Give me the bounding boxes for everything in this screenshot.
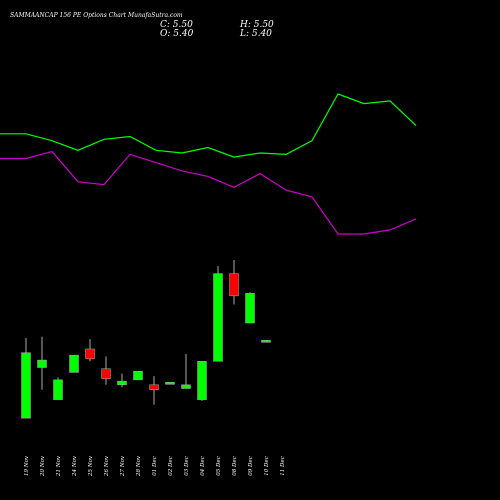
line-upper	[0, 93, 417, 158]
candle	[53, 377, 63, 400]
candle-body	[229, 273, 239, 297]
candle-body	[85, 348, 95, 360]
x-tick-label: 02 Dec	[168, 456, 174, 476]
x-tick-label: 26 Nov	[104, 455, 110, 477]
candle-body	[101, 368, 111, 379]
x-tick-label: 28 Nov	[136, 455, 142, 477]
candle-body	[117, 380, 127, 386]
candle-body	[69, 354, 79, 373]
x-tick-label: 20 Nov	[40, 455, 46, 477]
candle	[181, 353, 191, 389]
candle	[37, 336, 47, 390]
x-tick-label: 21 Nov	[56, 455, 62, 477]
candle-body	[181, 384, 191, 389]
x-tick-label: 19 Nov	[24, 455, 30, 476]
candle-body	[197, 361, 207, 400]
close-value: C: 5.50	[160, 20, 193, 30]
candles-group	[21, 260, 271, 419]
candle	[85, 339, 95, 362]
candle-body	[133, 370, 143, 381]
candle	[229, 260, 239, 305]
candle-body	[245, 293, 255, 324]
x-tick-label: 03 Dec	[184, 456, 190, 476]
high-value: H: 5.50	[239, 20, 274, 30]
x-tick-label: 25 Nov	[88, 455, 94, 477]
candle	[149, 376, 159, 405]
candle-body	[21, 352, 31, 419]
candle-body	[165, 382, 175, 385]
candle	[197, 361, 207, 401]
x-tick-label: 08 Dec	[232, 456, 238, 476]
candle	[165, 382, 175, 385]
candle-body	[261, 340, 271, 343]
x-tick-label: 11 Dec	[280, 456, 286, 476]
candle	[101, 356, 111, 385]
candle	[261, 340, 271, 343]
low-value: L: 5.40	[239, 29, 272, 39]
x-axis-ticks: 19 Nov 20 Nov 21 Nov 24 Nov 25 Nov 26 Nov 27 N…	[24, 455, 286, 477]
open-value: O: 5.40	[160, 29, 194, 39]
x-tick-label: 09 Dec	[248, 456, 254, 476]
candle	[133, 370, 143, 381]
x-tick-label: 01 Dec	[152, 456, 158, 476]
candle	[245, 292, 255, 324]
indicator-lines	[0, 93, 417, 235]
candle	[213, 266, 223, 362]
candle	[21, 337, 31, 419]
x-tick-label: 10 Dec	[264, 456, 270, 476]
candle	[117, 373, 127, 388]
chart-title: SAMMAANCAP 156 PE Options Chart MunafaSu…	[10, 12, 183, 19]
x-tick-label: 27 Nov	[120, 455, 126, 477]
x-tick-label: 24 Nov	[72, 455, 78, 477]
candle-body	[53, 379, 63, 400]
x-tick-label: 04 Dec	[200, 456, 206, 476]
candle-body	[149, 384, 159, 390]
x-tick-label: 05 Dec	[216, 456, 222, 476]
candle-body	[213, 273, 223, 362]
candle	[69, 354, 79, 373]
line-lower	[0, 150, 417, 235]
candle-body	[37, 359, 47, 368]
